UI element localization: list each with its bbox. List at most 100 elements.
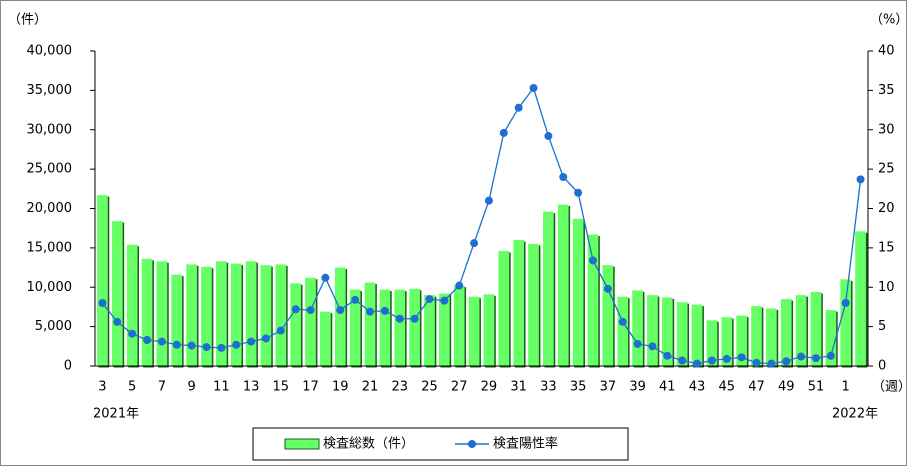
x-tick-label: 5	[128, 380, 136, 395]
bar	[528, 243, 539, 366]
line-marker	[797, 352, 806, 361]
line-marker	[826, 351, 835, 360]
x-tick-label: 1	[842, 380, 850, 395]
x-tick-label: 7	[158, 380, 166, 395]
line-marker	[351, 295, 360, 304]
x-tick-label: 9	[187, 380, 195, 395]
bar	[424, 295, 435, 366]
bar	[111, 221, 123, 366]
bar	[379, 289, 391, 366]
line-marker	[559, 173, 568, 181]
y-tick-label: 25,000	[27, 162, 73, 177]
bar	[617, 296, 629, 366]
line-marker	[663, 351, 672, 360]
y-tick-label: 20,000	[27, 201, 73, 216]
bar	[721, 317, 733, 366]
line-marker	[410, 314, 419, 323]
line-marker	[782, 357, 791, 366]
line-marker	[499, 128, 508, 137]
x-tick-label: 11	[213, 380, 230, 395]
line-marker	[737, 353, 746, 362]
y2-tick-label: 5	[878, 319, 886, 334]
bar	[825, 310, 837, 366]
legend-swatch	[284, 438, 320, 450]
line-marker	[752, 358, 761, 367]
line-marker	[425, 295, 434, 304]
line-marker	[380, 306, 389, 315]
line-marker	[128, 329, 137, 338]
x-tick-label: 37	[600, 380, 617, 395]
line-marker	[202, 343, 211, 352]
bar	[305, 277, 316, 366]
bar	[810, 291, 822, 366]
bar	[230, 263, 242, 366]
x-tick-label: 15	[273, 380, 290, 395]
line	[101, 86, 862, 365]
bar	[602, 265, 614, 366]
x-tick-label: 23	[391, 380, 408, 395]
bar	[855, 231, 866, 366]
line-marker	[841, 299, 850, 307]
bar	[706, 320, 718, 366]
x-axis-label: （週）	[872, 380, 907, 395]
x-tick-label: 47	[748, 380, 765, 395]
bar	[334, 267, 346, 366]
x-tick-label: 27	[451, 380, 468, 395]
line-marker	[291, 305, 300, 314]
line-marker	[98, 299, 107, 307]
x-tick-label: 41	[659, 380, 676, 395]
bar	[483, 294, 495, 366]
bar	[587, 234, 599, 366]
line-marker	[440, 296, 449, 305]
line-marker	[693, 359, 702, 368]
y2-tick-label: 15	[878, 240, 895, 255]
bar	[676, 302, 688, 366]
bar	[795, 295, 807, 366]
y-tick-label: 30,000	[27, 122, 73, 137]
bar	[126, 244, 138, 366]
line-marker	[366, 307, 375, 316]
line-marker	[618, 317, 627, 326]
line-marker	[574, 188, 583, 197]
x-tick-label: 51	[808, 380, 825, 395]
line-marker	[588, 256, 597, 265]
y-tick-label: 10,000	[27, 280, 73, 295]
legend-label: 検査総数（件）	[323, 437, 414, 452]
y2-tick-label: 10	[878, 280, 895, 295]
line-marker	[247, 337, 256, 346]
x-tick-label: 13	[243, 380, 260, 395]
bar	[543, 211, 554, 366]
y2-tick-label: 40	[878, 44, 895, 59]
bar	[290, 283, 302, 366]
y2-tick-label: 20	[878, 201, 895, 216]
bar	[647, 295, 658, 366]
x-tick-label: 17	[302, 380, 319, 395]
line-marker	[470, 239, 479, 248]
bar	[186, 264, 197, 366]
y2-tick-label: 0	[878, 359, 886, 374]
y2-tick-label: 25	[878, 162, 895, 177]
line-marker	[143, 336, 152, 345]
line-marker	[633, 339, 642, 348]
line-marker	[544, 132, 553, 141]
x-tick-label: 29	[481, 380, 498, 395]
bar	[349, 289, 361, 366]
line-marker	[603, 284, 612, 293]
bar	[736, 315, 747, 366]
x-tick-label: 3	[98, 380, 106, 395]
end-year: 2022年	[832, 407, 878, 422]
bar	[780, 299, 792, 366]
start-year: 2021年	[93, 407, 139, 422]
line-marker	[232, 340, 241, 349]
x-tick-label: 39	[629, 380, 646, 395]
bar	[468, 296, 480, 366]
bar	[751, 306, 762, 366]
bar	[632, 290, 643, 366]
bar	[453, 285, 465, 366]
bar	[661, 297, 673, 366]
bar	[364, 282, 376, 366]
line-marker	[856, 175, 865, 184]
line-marker	[514, 103, 523, 112]
